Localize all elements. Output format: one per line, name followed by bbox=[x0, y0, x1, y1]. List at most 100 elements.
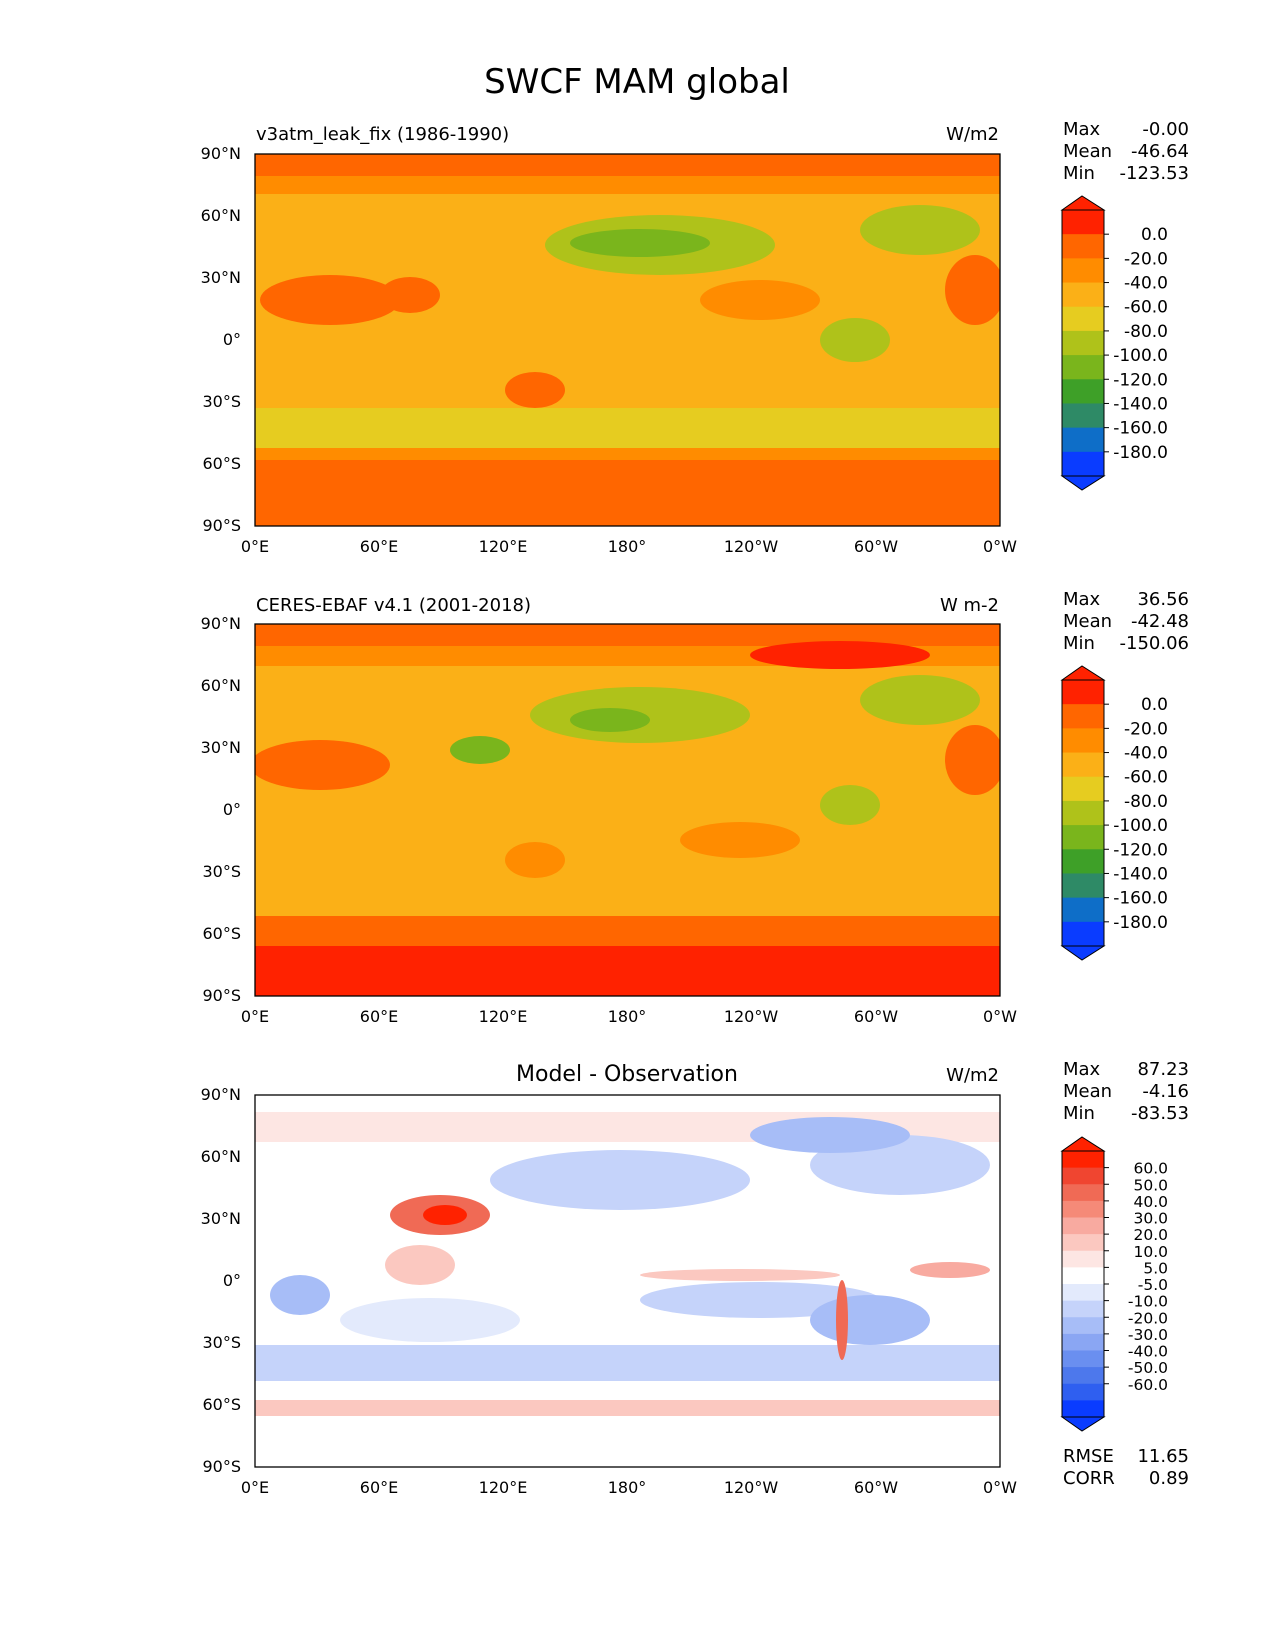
colorbar-label: -20.0 bbox=[1124, 719, 1168, 739]
panel-model-amazon bbox=[820, 318, 890, 362]
x-tick: 120°W bbox=[724, 1007, 779, 1026]
y-tick: 0° bbox=[223, 330, 241, 349]
colorbar-cell bbox=[1062, 1167, 1104, 1185]
panel-difference-colorbar: 60.050.040.030.020.010.05.0-5.0-10.0-20.… bbox=[1060, 1136, 1168, 1432]
x-tick: 60°E bbox=[360, 1478, 398, 1497]
stat-label-min: Min bbox=[1063, 1103, 1095, 1124]
colorbar-label: -120.0 bbox=[1113, 370, 1168, 390]
panel-difference-arctic-blue bbox=[750, 1117, 910, 1153]
panel-observation-natl-storm bbox=[860, 675, 980, 725]
panel-difference-india bbox=[385, 1245, 455, 1285]
panel-observation-greenland bbox=[750, 641, 930, 669]
colorbar-cell bbox=[1062, 873, 1104, 899]
x-tick: 120°W bbox=[724, 1478, 779, 1497]
panel-model-colorbar: 0.0 -20.0 -40.0 -60.0 -80.0 -100.0 -120.0 -140.… bbox=[1060, 195, 1168, 491]
colorbar-label: -180.0 bbox=[1113, 443, 1168, 463]
metric-label-rmse: RMSE bbox=[1063, 1446, 1114, 1467]
panel-difference-metrics: RMSE 11.65 CORR 0.89 bbox=[1063, 1446, 1189, 1489]
y-tick: 90°S bbox=[202, 1457, 241, 1476]
colorbar-cell bbox=[1062, 680, 1104, 705]
panel-model-stats: Max -0.00 Mean -46.64 Min -123.53 bbox=[1063, 119, 1189, 184]
panel-model-frame bbox=[254, 153, 1001, 527]
y-tick: 0° bbox=[223, 1271, 241, 1290]
panel-observation-australia bbox=[505, 842, 565, 878]
colorbar-bottom-arrow bbox=[1060, 1416, 1106, 1432]
x-tick: 0°E bbox=[241, 1478, 269, 1497]
y-tick: 60°N bbox=[201, 676, 241, 695]
colorbar-cell bbox=[1062, 1367, 1104, 1385]
colorbar-cell bbox=[1062, 1300, 1104, 1318]
colorbar-label: 60.0 bbox=[1133, 1160, 1168, 1178]
panel-observation-title: CERES-EBAF v4.1 (2001-2018) bbox=[256, 595, 531, 616]
panel-observation-atl-east bbox=[945, 725, 1000, 795]
colorbar-label: -40.0 bbox=[1124, 274, 1168, 294]
panel-difference-itcz-north bbox=[640, 1269, 840, 1281]
y-tick: 90°S bbox=[202, 986, 241, 1005]
colorbar-label: -50.0 bbox=[1128, 1359, 1168, 1377]
panel-difference-map bbox=[255, 1095, 1000, 1467]
x-tick: 0°E bbox=[241, 1007, 269, 1026]
colorbar-label: -80.0 bbox=[1124, 322, 1168, 342]
colorbar-bottom-arrow bbox=[1060, 475, 1106, 491]
panel-observation-units: W m-2 bbox=[940, 595, 999, 616]
panel-observation: CERES-EBAF v4.1 (2001-2018) W m-2 0°E 60… bbox=[201, 589, 1189, 1026]
colorbar-cell bbox=[1062, 1217, 1104, 1235]
stat-value-mean: -4.16 bbox=[1142, 1081, 1189, 1102]
panel-observation-band-arctic bbox=[255, 624, 1000, 646]
x-tick: 60°W bbox=[854, 1007, 898, 1026]
colorbar-top-arrow bbox=[1060, 665, 1106, 681]
x-tick: 120°E bbox=[479, 1478, 528, 1497]
panel-model-xaxis: 0°E 60°E 120°E 180° 120°W 60°W 0°W bbox=[241, 537, 1017, 556]
metric-value-rmse: 11.65 bbox=[1137, 1446, 1189, 1467]
panel-difference-band-south-ocean bbox=[255, 1400, 1000, 1416]
colorbar-label: -60.0 bbox=[1124, 298, 1168, 318]
stat-value-min: -83.53 bbox=[1131, 1103, 1189, 1124]
colorbar-cell bbox=[1062, 1250, 1104, 1268]
panel-model: v3atm_leak_fix (1986-1990) W/m2 0°E 60°E bbox=[201, 119, 1189, 556]
panel-observation-stats: Max 36.56 Mean -42.48 Min -150.06 bbox=[1063, 589, 1189, 654]
colorbar-label: -40.0 bbox=[1128, 1343, 1168, 1361]
y-tick: 60°S bbox=[202, 1395, 241, 1414]
stat-value-mean: -42.48 bbox=[1131, 611, 1189, 632]
stat-label-max: Max bbox=[1063, 119, 1101, 140]
colorbar-label: -160.0 bbox=[1113, 419, 1168, 439]
x-tick: 0°W bbox=[983, 1007, 1017, 1026]
stat-label-max: Max bbox=[1063, 589, 1101, 610]
colorbar-cell bbox=[1062, 1151, 1104, 1169]
stat-label-max: Max bbox=[1063, 1059, 1101, 1080]
panel-model-title: v3atm_leak_fix (1986-1990) bbox=[256, 124, 509, 145]
y-tick: 60°N bbox=[201, 1147, 241, 1166]
y-tick: 30°N bbox=[201, 1209, 241, 1228]
colorbar-cell bbox=[1062, 258, 1104, 284]
colorbar-cell bbox=[1062, 210, 1104, 235]
panel-observation-china bbox=[450, 736, 510, 764]
panel-observation-xaxis: 0°E 60°E 120°E 180° 120°W 60°W 0°W bbox=[241, 1007, 1017, 1026]
panel-observation-npac-core bbox=[570, 708, 650, 732]
colorbar-cell bbox=[1062, 800, 1104, 826]
stat-label-min: Min bbox=[1063, 163, 1095, 184]
colorbar-label: -180.0 bbox=[1113, 913, 1168, 933]
panel-difference-frame bbox=[254, 1094, 1001, 1468]
colorbar-bottom-arrow bbox=[1060, 945, 1106, 961]
colorbar-cell bbox=[1062, 1350, 1104, 1368]
x-tick: 120°E bbox=[479, 537, 528, 556]
colorbar-label: 20.0 bbox=[1133, 1226, 1168, 1244]
x-tick: 60°W bbox=[854, 1478, 898, 1497]
colorbar-cell bbox=[1062, 1383, 1104, 1401]
panel-difference-xaxis: 0°E 60°E 120°E 180° 120°W 60°W 0°W bbox=[241, 1478, 1017, 1497]
x-tick: 0°W bbox=[983, 1478, 1017, 1497]
colorbar-label: -100.0 bbox=[1113, 346, 1168, 366]
panel-observation-amazon bbox=[820, 785, 880, 825]
stat-value-max: 36.56 bbox=[1137, 589, 1189, 610]
colorbar-cell bbox=[1062, 1267, 1104, 1285]
colorbar-label: 5.0 bbox=[1143, 1259, 1168, 1277]
panel-model-sahara bbox=[260, 275, 400, 325]
panel-model-arabia bbox=[380, 277, 440, 313]
panel-observation-band-south-ocean bbox=[255, 916, 1000, 946]
x-tick: 120°W bbox=[724, 537, 779, 556]
stat-label-min: Min bbox=[1063, 633, 1095, 654]
colorbar-label: 0.0 bbox=[1141, 695, 1168, 715]
colorbar-label: -5.0 bbox=[1138, 1276, 1168, 1294]
colorbar-cell bbox=[1062, 234, 1104, 259]
